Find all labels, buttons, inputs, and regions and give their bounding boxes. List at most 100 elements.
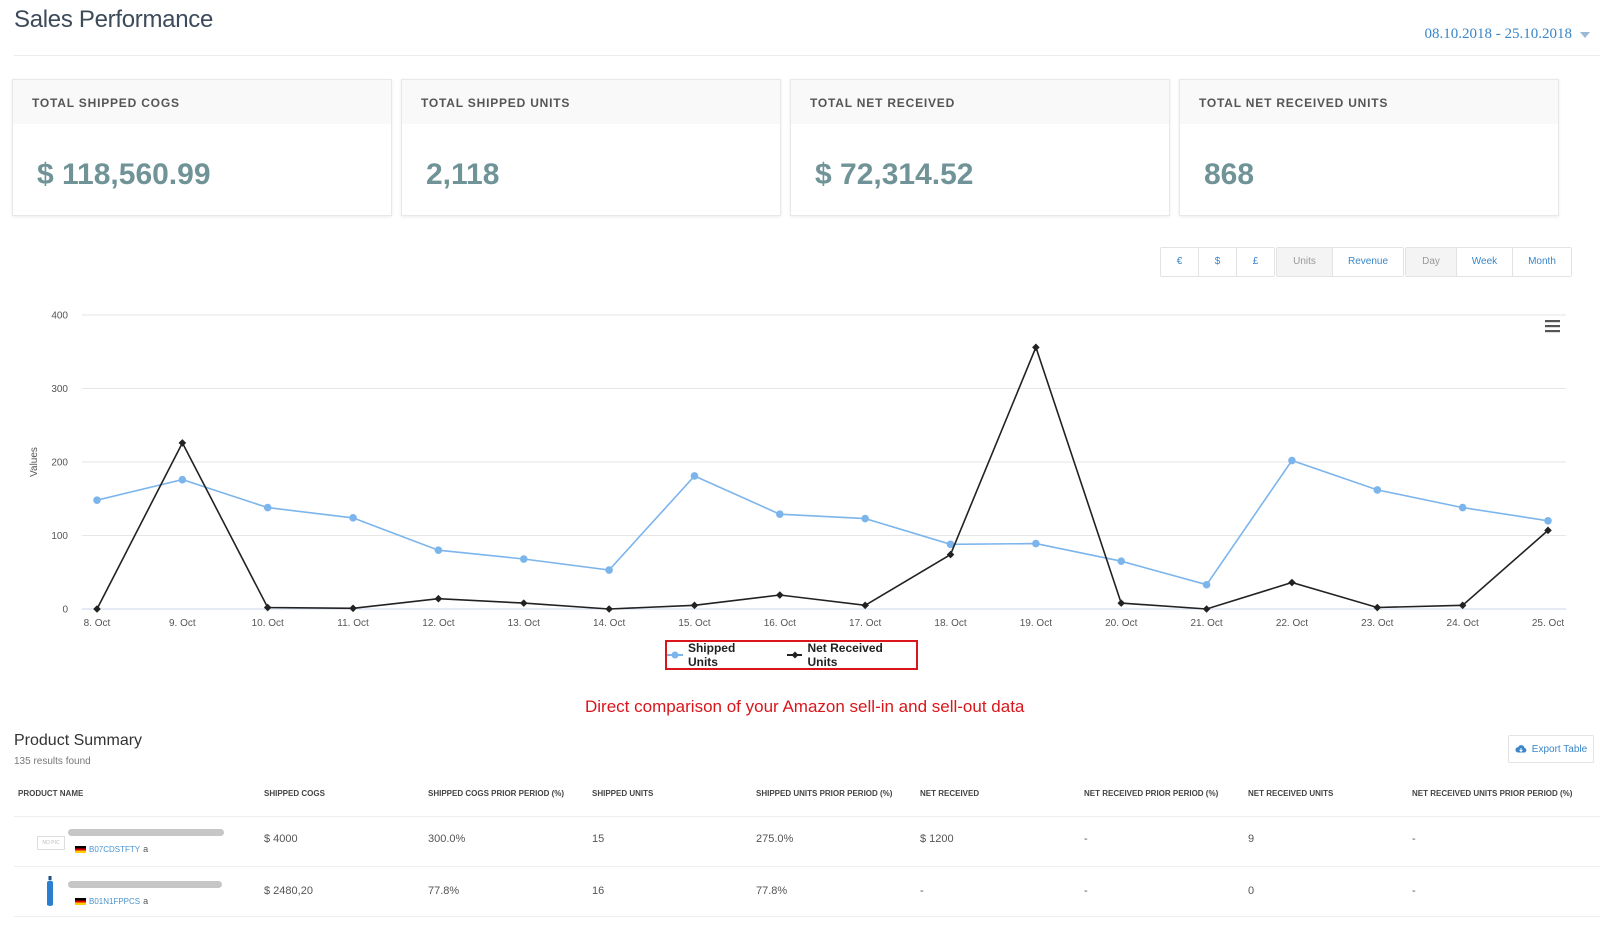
cell-net-received-units-prior: - — [1412, 885, 1416, 897]
data-point[interactable] — [1288, 456, 1296, 465]
data-point[interactable] — [263, 503, 272, 512]
kpi-row: TOTAL SHIPPED COGS $ 118,560.99 TOTAL SH… — [12, 79, 1559, 216]
legend-item-net-received-units[interactable]: Net Received Units — [786, 641, 917, 669]
hamburger-icon[interactable] — [1545, 320, 1560, 333]
currency-euro-button[interactable]: € — [1161, 248, 1199, 276]
data-point[interactable] — [1458, 601, 1467, 610]
x-tick-label: 23. Oct — [1361, 618, 1393, 629]
data-point[interactable] — [519, 599, 528, 607]
kpi-label: TOTAL SHIPPED COGS — [13, 80, 391, 124]
x-tick-label: 18. Oct — [934, 618, 966, 629]
metric-revenue-button[interactable]: Revenue — [1333, 248, 1403, 276]
column-header-shipped-units[interactable]: SHIPPED UNITS — [592, 789, 654, 798]
chart-grid — [82, 314, 1566, 610]
column-header-product-name[interactable]: PRODUCT NAME — [18, 789, 84, 798]
date-range-picker[interactable]: 08.10.2018 - 25.10.2018 — [1425, 26, 1590, 43]
currency-toggle: € $ £ — [1160, 247, 1275, 277]
data-point[interactable] — [1458, 503, 1467, 512]
x-tick-label: 10. Oct — [252, 618, 284, 629]
data-point[interactable] — [605, 566, 613, 574]
germany-flag-icon — [75, 845, 86, 853]
data-point[interactable] — [178, 475, 187, 484]
data-point[interactable] — [1288, 578, 1296, 587]
data-point[interactable] — [1117, 557, 1126, 566]
x-tick-label: 19. Oct — [1020, 618, 1052, 629]
y-tick-label: 200 — [51, 458, 68, 469]
period-day-button[interactable]: Day — [1406, 248, 1457, 276]
period-week-button[interactable]: Week — [1457, 248, 1513, 276]
period-toggle: Day Week Month — [1405, 247, 1572, 277]
kpi-card-shipped-cogs: TOTAL SHIPPED COGS $ 118,560.99 — [12, 79, 392, 216]
data-point[interactable] — [349, 514, 357, 522]
data-point[interactable] — [93, 496, 101, 505]
data-point[interactable] — [1032, 343, 1040, 352]
kpi-label: TOTAL NET RECEIVED — [791, 80, 1169, 124]
data-point[interactable] — [776, 510, 784, 518]
data-point[interactable] — [946, 540, 955, 549]
export-label: Export Table — [1531, 743, 1588, 755]
header-divider — [14, 55, 1600, 56]
cell-shipped-cogs-prior: 77.8% — [428, 885, 460, 897]
data-point[interactable] — [434, 546, 443, 554]
cell-shipped-cogs: $ 4000 — [264, 833, 298, 845]
data-point[interactable] — [1373, 486, 1382, 494]
asin-text: B01N1FPPCS — [89, 896, 141, 906]
data-point[interactable] — [1032, 539, 1040, 548]
column-header-net-received-units[interactable]: NET RECEIVED UNITS — [1248, 789, 1334, 798]
column-header-shipped-units-prior[interactable]: SHIPPED UNITS PRIOR PERIOD (%) — [756, 789, 893, 798]
data-point[interactable] — [434, 594, 443, 603]
legend-label: Shipped Units — [687, 641, 736, 669]
data-point[interactable] — [861, 601, 869, 610]
data-point[interactable] — [178, 439, 187, 447]
data-point[interactable] — [1373, 603, 1382, 612]
export-table-button[interactable]: Export Table — [1508, 735, 1594, 763]
data-point[interactable] — [349, 604, 357, 613]
kpi-label: TOTAL SHIPPED UNITS — [402, 80, 780, 124]
table-row-divider — [14, 866, 1600, 867]
cell-net-received-prior: - — [1084, 885, 1088, 897]
data-point[interactable] — [1544, 517, 1552, 525]
currency-dollar-button[interactable]: $ — [1199, 248, 1237, 276]
data-point[interactable] — [605, 605, 613, 613]
product-name-redacted — [68, 829, 224, 836]
page-title: Sales Performance — [14, 6, 213, 33]
asin-text: B07CDSTFTY — [89, 844, 141, 854]
data-point[interactable] — [776, 591, 784, 599]
metric-units-button[interactable]: Units — [1277, 248, 1333, 276]
data-point[interactable] — [861, 514, 869, 523]
x-tick-label: 16. Oct — [764, 618, 796, 629]
product-asin[interactable]: B01N1FPPCS a — [75, 896, 148, 906]
data-point[interactable] — [263, 603, 272, 612]
cell-shipped-units-prior: 77.8% — [756, 885, 788, 897]
data-point[interactable] — [1544, 526, 1552, 535]
data-point[interactable] — [1202, 605, 1211, 613]
x-tick-label: 11. Oct — [337, 618, 369, 629]
data-point[interactable] — [1117, 599, 1126, 607]
data-point[interactable] — [519, 555, 528, 563]
product-asin[interactable]: B07CDSTFTY a — [75, 844, 148, 854]
x-tick-label: 24. Oct — [1447, 618, 1479, 629]
data-point[interactable] — [946, 550, 955, 559]
column-header-shipped-cogs-prior[interactable]: SHIPPED COGS PRIOR PERIOD (%) — [428, 789, 565, 798]
cell-shipped-units: 15 — [592, 833, 605, 845]
y-tick-label: 300 — [51, 384, 68, 395]
data-point[interactable] — [1202, 580, 1211, 589]
x-tick-label: 9. Oct — [169, 618, 196, 629]
data-point[interactable] — [690, 472, 699, 480]
period-month-button[interactable]: Month — [1513, 248, 1571, 276]
data-point[interactable] — [690, 601, 699, 610]
column-header-net-received-units-prior[interactable]: NET RECEIVED UNITS PRIOR PERIOD (%) — [1412, 789, 1573, 798]
product-thumbnail-bottle-icon — [47, 876, 53, 906]
data-point[interactable] — [93, 605, 101, 613]
x-tick-label: 13. Oct — [508, 618, 540, 629]
column-header-net-received-prior[interactable]: NET RECEIVED PRIOR PERIOD (%) — [1084, 789, 1219, 798]
legend-item-shipped-units[interactable]: Shipped Units — [667, 641, 769, 669]
column-header-shipped-cogs[interactable]: SHIPPED COGS — [264, 789, 325, 798]
chevron-down-icon — [1580, 31, 1590, 38]
column-header-net-received[interactable]: NET RECEIVED — [920, 789, 980, 798]
cell-shipped-cogs-prior: 300.0% — [428, 833, 466, 845]
legend-circle-marker-icon — [667, 651, 683, 659]
annotation-text: Direct comparison of your Amazon sell-in… — [585, 697, 1025, 716]
currency-pound-button[interactable]: £ — [1237, 248, 1274, 276]
kpi-card-shipped-units: TOTAL SHIPPED UNITS 2,118 — [401, 79, 781, 216]
